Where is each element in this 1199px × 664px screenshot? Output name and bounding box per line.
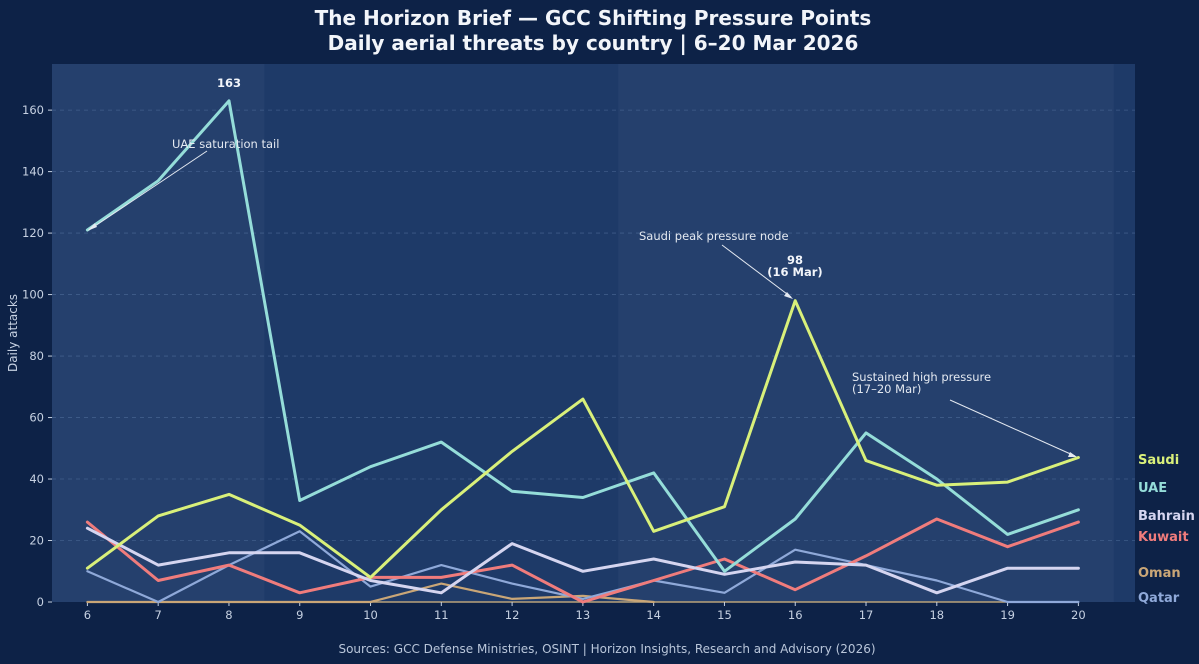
annotation-arrow-saudi	[721, 244, 792, 298]
legend-entry-saudi: Saudi	[1138, 453, 1179, 468]
arrowhead-sustained	[1068, 452, 1077, 457]
y-axis: 0 20 40 60 80 100 120 140 160	[22, 103, 52, 609]
annotations: 163 UAE saturation tail Saudi peak press…	[87, 76, 1077, 457]
source-note: Sources: GCC Defense Ministries, OSINT |…	[338, 642, 876, 656]
chart-subtitle: Daily aerial threats by country | 6–20 M…	[327, 31, 859, 55]
annotation-saudi-peak: Saudi peak pressure node	[639, 229, 789, 243]
x-tick-label-17: 17	[859, 608, 874, 622]
legend-entry-bahrain: Bahrain	[1138, 509, 1195, 524]
arrowhead-saudi	[784, 292, 793, 299]
x-tick-label-11: 11	[434, 608, 449, 622]
annotation-sustained-line-2: (17–20 Mar)	[852, 382, 921, 396]
y-tick-label-120: 120	[22, 226, 44, 240]
shaded-band-1	[618, 64, 1113, 602]
x-tick-label-15: 15	[717, 608, 732, 622]
x-tick-label-6: 6	[84, 608, 91, 622]
arrowhead-uae	[87, 223, 97, 231]
y-axis-label: Daily attacks	[6, 294, 20, 372]
annotation-arrow-sustained	[949, 399, 1076, 457]
legend-entry-kuwait: Kuwait	[1138, 530, 1189, 545]
annotation-sustained-line-1: Sustained high pressure	[852, 370, 991, 384]
x-tick-label-9: 9	[296, 608, 303, 622]
y-tick-label-100: 100	[22, 288, 44, 302]
y-tick-label-40: 40	[29, 472, 44, 486]
series-line-bahrain	[85, 526, 1080, 595]
x-tick-label-12: 12	[505, 608, 520, 622]
y-tick-label-0: 0	[37, 595, 44, 609]
x-tick-label-7: 7	[155, 608, 162, 622]
annotation-arrow-uae	[88, 150, 208, 231]
x-axis: 6 7 8 9 10 11 12 13 14 15 16 17 18 19 20	[84, 601, 1086, 622]
x-tick-label-10: 10	[363, 608, 378, 622]
legend-entry-oman: Oman	[1138, 566, 1181, 581]
legend: Saudi UAE Bahrain Kuwait Oman Qatar	[1138, 453, 1195, 606]
chart-title-line-1: The Horizon Brief — GCC Shifting Pressur…	[314, 6, 872, 30]
chart-title: The Horizon Brief — GCC Shifting Pressur…	[0, 6, 1186, 56]
y-tick-label-60: 60	[29, 411, 44, 425]
legend-entry-uae: UAE	[1138, 481, 1167, 496]
x-tick-label-19: 19	[1000, 608, 1015, 622]
y-tick-label-160: 160	[22, 103, 44, 117]
annotation-peak-saudi-date: (16 Mar)	[767, 265, 822, 279]
annotation-uae-saturation: UAE saturation tail	[172, 137, 279, 151]
series-line-uae	[85, 99, 1080, 573]
x-tick-label-13: 13	[576, 608, 591, 622]
x-tick-label-20: 20	[1071, 608, 1086, 622]
y-tick-label-140: 140	[22, 165, 44, 179]
series-line-saudi	[85, 299, 1080, 579]
plot-area	[52, 64, 1135, 602]
legend-entry-qatar: Qatar	[1138, 591, 1180, 606]
x-tick-label-18: 18	[929, 608, 944, 622]
y-tick-label-20: 20	[29, 534, 44, 548]
x-tick-label-8: 8	[225, 608, 232, 622]
y-tick-label-80: 80	[29, 349, 44, 363]
annotation-peak-uae: 163	[217, 76, 241, 90]
annotation-peak-saudi-value: 98	[787, 253, 803, 267]
x-tick-label-16: 16	[788, 608, 803, 622]
series-line-kuwait	[85, 517, 1080, 604]
series-line-oman	[86, 582, 655, 604]
x-tick-label-14: 14	[646, 608, 661, 622]
series-lines	[85, 99, 1080, 604]
